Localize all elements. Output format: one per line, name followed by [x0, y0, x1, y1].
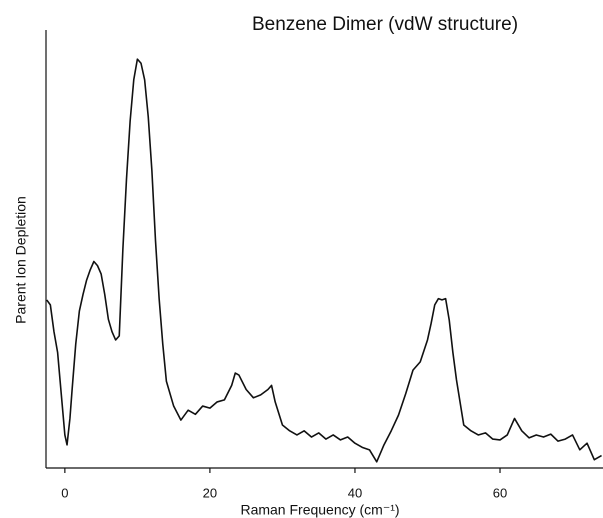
y-axis-label: Parent Ion Depletion — [13, 196, 29, 324]
x-tick-label: 40 — [348, 485, 362, 500]
x-tick-label: 0 — [61, 485, 68, 500]
chart-title: Benzene Dimer (vdW structure) — [252, 14, 518, 35]
x-tick-label: 20 — [203, 485, 217, 500]
data-line — [46, 58, 602, 463]
x-axis-label: Raman Frequency (cm⁻¹) — [240, 502, 399, 518]
x-tick-label: 60 — [493, 485, 507, 500]
